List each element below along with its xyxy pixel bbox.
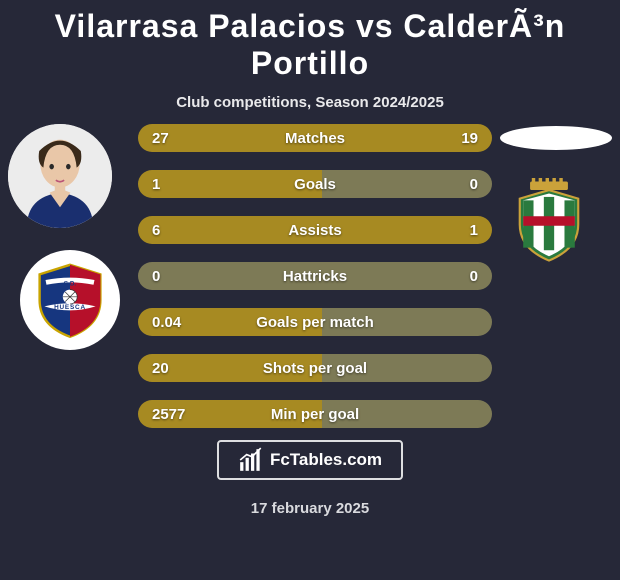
stat-left-value: 6	[152, 222, 202, 239]
stat-right-value: 1	[428, 222, 478, 239]
stat-label: Goals per match	[256, 314, 374, 331]
stat-left-value: 0	[152, 268, 202, 285]
watermark: FcTables.com	[217, 440, 403, 480]
player-right-placeholder	[500, 126, 612, 150]
player-left-avatar	[8, 124, 112, 228]
stat-row: 0.04 Goals per match	[138, 308, 492, 336]
stat-label: Hattricks	[283, 268, 347, 285]
stat-left-value: 1	[152, 176, 202, 193]
chart-icon	[238, 447, 264, 473]
club-left-logo: S.D. HUESCA	[20, 250, 120, 350]
stat-row: 20 Shots per goal	[138, 354, 492, 382]
stat-left-value: 27	[152, 130, 202, 147]
stat-label: Matches	[285, 130, 345, 147]
stat-right-value: 0	[428, 176, 478, 193]
club-right-logo	[506, 178, 592, 264]
stat-left-value: 2577	[152, 406, 202, 423]
subtitle: Club competitions, Season 2024/2025	[0, 94, 620, 111]
page-title: Vilarrasa Palacios vs CalderÃ³n Portillo	[0, 0, 620, 82]
stat-row: 1 Goals 0	[138, 170, 492, 198]
date: 17 february 2025	[251, 500, 369, 517]
stat-left-value: 0.04	[152, 314, 202, 331]
svg-text:S.D.: S.D.	[64, 281, 77, 288]
stat-row: 6 Assists 1	[138, 216, 492, 244]
stat-left-value: 20	[152, 360, 202, 377]
stats-table: 27 Matches 19 1 Goals 0 6 Assists 1 0 Hattricks 0 0.…	[138, 124, 492, 446]
stat-right-value: 19	[428, 130, 478, 147]
stat-row: 27 Matches 19	[138, 124, 492, 152]
stat-row: 2577 Min per goal	[138, 400, 492, 428]
stat-right-value: 0	[428, 268, 478, 285]
svg-text:HUESCA: HUESCA	[54, 304, 86, 311]
watermark-text: FcTables.com	[270, 450, 382, 470]
stat-label: Assists	[288, 222, 341, 239]
stat-label: Shots per goal	[263, 360, 367, 377]
comparison-card: Vilarrasa Palacios vs CalderÃ³n Portillo…	[0, 0, 620, 580]
stat-label: Min per goal	[271, 406, 359, 423]
stat-row: 0 Hattricks 0	[138, 262, 492, 290]
stat-label: Goals	[294, 176, 336, 193]
